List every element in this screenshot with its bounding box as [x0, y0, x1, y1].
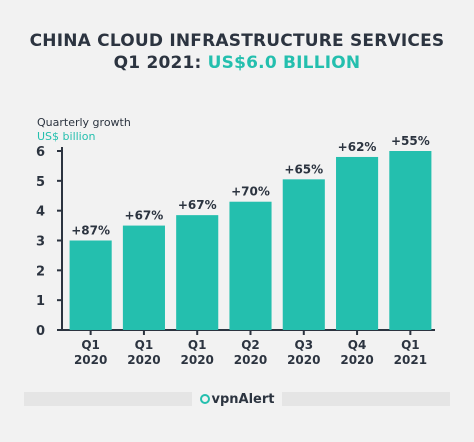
- bar-data-label: +70%: [231, 185, 270, 199]
- bar: [282, 179, 325, 330]
- y-tick-label: 2: [36, 264, 45, 279]
- x-tick-label-quarter: Q1: [188, 338, 207, 352]
- title-line-2: Q1 2021: US$6.0 BILLION: [0, 52, 474, 74]
- brand-name: vpnAlert: [211, 392, 275, 407]
- y-tick-label: 0: [36, 324, 45, 339]
- x-tick-label-year: 2020: [127, 353, 160, 367]
- x-tick-label-year: 2020: [340, 353, 373, 367]
- x-tick-label-quarter: Q3: [295, 338, 314, 352]
- x-tick-label-quarter: Q4: [348, 338, 367, 352]
- brand-mark-icon: [199, 394, 210, 404]
- bar: [69, 240, 112, 330]
- y-axis-caption-growth: Quarterly growth: [37, 116, 131, 129]
- x-tick-label-year: 2020: [287, 353, 320, 367]
- bar-data-label: +62%: [338, 140, 377, 154]
- bar-data-label: +87%: [71, 224, 110, 238]
- brand-logo: vpnAlert: [192, 388, 282, 410]
- bar: [389, 151, 432, 330]
- x-tick-label-quarter: Q1: [401, 338, 420, 352]
- x-tick-label-year: 2020: [234, 353, 267, 367]
- bar-data-label: +67%: [178, 198, 217, 212]
- y-tick-label: 1: [36, 294, 45, 309]
- x-tick-label-year: 2020: [181, 353, 214, 367]
- y-tick-label: 3: [36, 235, 45, 250]
- x-tick-label-quarter: Q2: [241, 338, 260, 352]
- title-line-1: CHINA CLOUD INFRASTRUCTURE SERVICES: [29, 31, 445, 51]
- y-tick-label: 4: [36, 205, 45, 220]
- bar: [176, 215, 219, 330]
- title-line-2-accent: US$6.0 BILLION: [207, 53, 361, 73]
- bar-data-label: +65%: [284, 162, 323, 176]
- footer: vpnAlert: [0, 386, 474, 412]
- x-tick-label-year: 2020: [74, 353, 107, 367]
- x-tick-label-year: 2021: [394, 353, 427, 367]
- bar: [122, 225, 165, 330]
- x-tick-label-quarter: Q1: [81, 338, 100, 352]
- y-axis-caption-unit: US$ billion: [37, 130, 96, 143]
- bar: [229, 201, 272, 330]
- bar: [336, 156, 379, 330]
- bar-data-label: +55%: [391, 134, 430, 148]
- y-tick-label: 5: [36, 175, 45, 190]
- bar-data-label: +67%: [125, 209, 164, 223]
- title-line-2-prefix: Q1 2021:: [113, 53, 208, 73]
- x-tick-label-quarter: Q1: [135, 338, 154, 352]
- y-tick-label: 6: [36, 145, 45, 160]
- chart-title: CHINA CLOUD INFRASTRUCTURE SERVICES Q1 2…: [0, 30, 474, 74]
